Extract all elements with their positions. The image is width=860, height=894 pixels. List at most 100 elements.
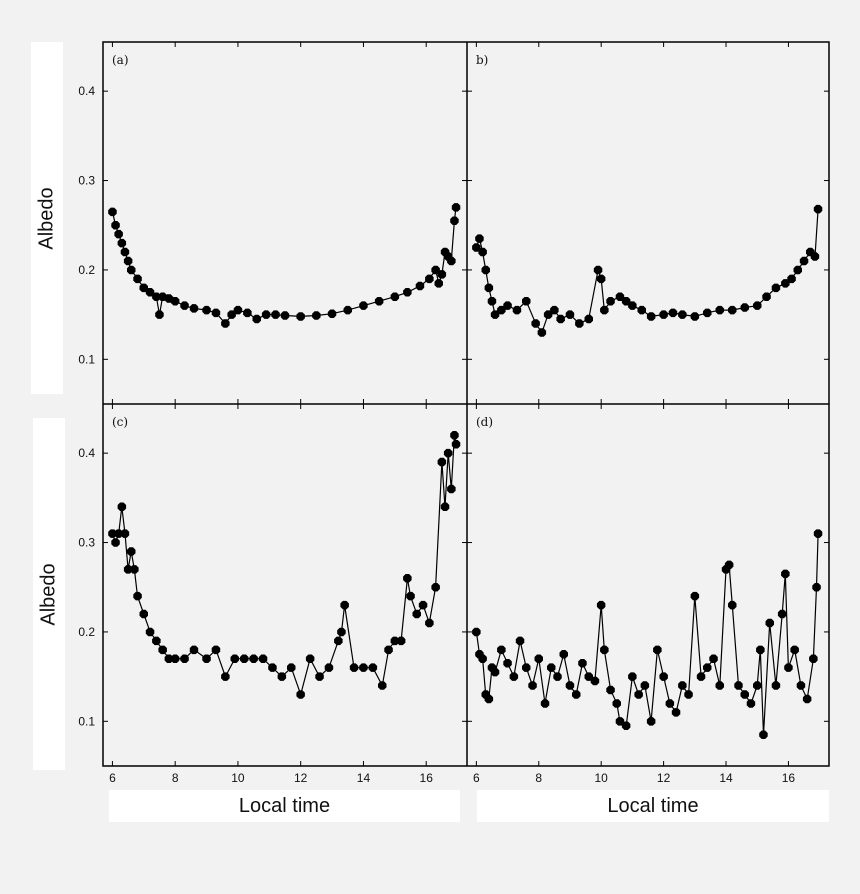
data-point bbox=[796, 681, 806, 690]
x-tick-label: 14 bbox=[357, 771, 371, 785]
data-point bbox=[337, 627, 346, 637]
data-point bbox=[114, 529, 123, 538]
data-point bbox=[600, 305, 609, 315]
data-point bbox=[634, 690, 643, 699]
data-point bbox=[497, 645, 506, 655]
series-line bbox=[475, 209, 819, 334]
series-line bbox=[475, 533, 819, 735]
data-point bbox=[249, 654, 258, 663]
data-point bbox=[628, 301, 637, 310]
data-point bbox=[810, 252, 820, 261]
data-point bbox=[659, 310, 668, 319]
data-point bbox=[202, 305, 211, 315]
data-point bbox=[117, 502, 127, 511]
data-point bbox=[315, 672, 324, 681]
data-point bbox=[509, 672, 519, 681]
data-point bbox=[690, 591, 700, 601]
data-point bbox=[180, 654, 189, 663]
data-point bbox=[287, 663, 296, 672]
data-point bbox=[690, 312, 700, 321]
y-tick-label: 0.1 bbox=[78, 714, 95, 728]
x-tick-label: 8 bbox=[172, 771, 179, 785]
panel-tag: (d) bbox=[476, 415, 493, 429]
data-point bbox=[127, 547, 136, 556]
data-point bbox=[621, 297, 631, 306]
data-point bbox=[503, 301, 512, 310]
data-point bbox=[615, 292, 625, 301]
data-point bbox=[578, 659, 587, 668]
data-point bbox=[412, 609, 421, 619]
data-point bbox=[258, 654, 268, 663]
data-point bbox=[596, 274, 606, 284]
data-point bbox=[443, 448, 453, 458]
data-point bbox=[759, 730, 768, 739]
data-point bbox=[233, 305, 243, 315]
data-point bbox=[812, 583, 821, 592]
data-point bbox=[243, 308, 252, 318]
data-point bbox=[484, 283, 494, 293]
data-point bbox=[481, 265, 490, 275]
data-point bbox=[813, 204, 823, 214]
data-point bbox=[127, 265, 136, 275]
data-point bbox=[756, 645, 765, 655]
data-point bbox=[621, 721, 631, 730]
y-axis-label-top: Albedo bbox=[31, 42, 63, 394]
data-point bbox=[305, 654, 315, 663]
data-point bbox=[349, 663, 359, 672]
data-point bbox=[600, 645, 609, 655]
y-tick-label: 0.2 bbox=[78, 263, 95, 277]
data-point bbox=[403, 574, 412, 583]
data-point bbox=[809, 654, 818, 663]
data-point bbox=[715, 305, 724, 315]
data-point bbox=[451, 440, 461, 449]
data-point bbox=[490, 310, 500, 319]
data-point bbox=[740, 690, 749, 699]
data-point bbox=[659, 672, 668, 681]
data-point bbox=[746, 699, 756, 708]
data-point bbox=[327, 309, 337, 318]
data-point bbox=[180, 301, 189, 310]
x-tick-label: 6 bbox=[109, 771, 116, 785]
data-point bbox=[450, 431, 459, 440]
data-point bbox=[734, 681, 743, 690]
x-axis-label-right: Local time bbox=[477, 790, 829, 822]
data-point bbox=[543, 310, 553, 319]
x-tick-label: 16 bbox=[420, 771, 434, 785]
data-point bbox=[211, 645, 221, 655]
data-point bbox=[189, 645, 199, 655]
data-point bbox=[696, 672, 706, 681]
data-point bbox=[475, 234, 484, 243]
data-point bbox=[753, 681, 762, 690]
data-point bbox=[781, 569, 790, 579]
x-tick-label: 10 bbox=[595, 771, 609, 785]
data-point bbox=[472, 243, 481, 252]
data-point bbox=[540, 699, 550, 708]
data-point bbox=[123, 256, 133, 266]
data-point bbox=[559, 650, 568, 659]
data-point bbox=[671, 708, 681, 717]
data-point bbox=[590, 676, 600, 686]
data-point bbox=[133, 274, 142, 284]
data-point bbox=[765, 618, 774, 628]
data-point bbox=[575, 319, 584, 328]
data-point bbox=[550, 305, 559, 315]
data-point bbox=[415, 281, 425, 291]
data-point bbox=[123, 565, 133, 574]
data-point bbox=[628, 672, 637, 681]
data-point bbox=[139, 283, 148, 293]
data-point bbox=[606, 297, 615, 306]
data-point bbox=[703, 308, 712, 318]
data-point bbox=[753, 301, 762, 310]
data-point bbox=[553, 672, 562, 681]
data-point bbox=[447, 256, 456, 266]
panel-tag: b) bbox=[476, 53, 488, 67]
data-point bbox=[490, 667, 500, 677]
data-point bbox=[221, 319, 230, 328]
data-point bbox=[271, 310, 280, 319]
data-point bbox=[565, 681, 575, 690]
data-point bbox=[359, 663, 368, 672]
data-point bbox=[593, 265, 603, 275]
data-point bbox=[152, 292, 161, 301]
data-point bbox=[117, 238, 127, 248]
